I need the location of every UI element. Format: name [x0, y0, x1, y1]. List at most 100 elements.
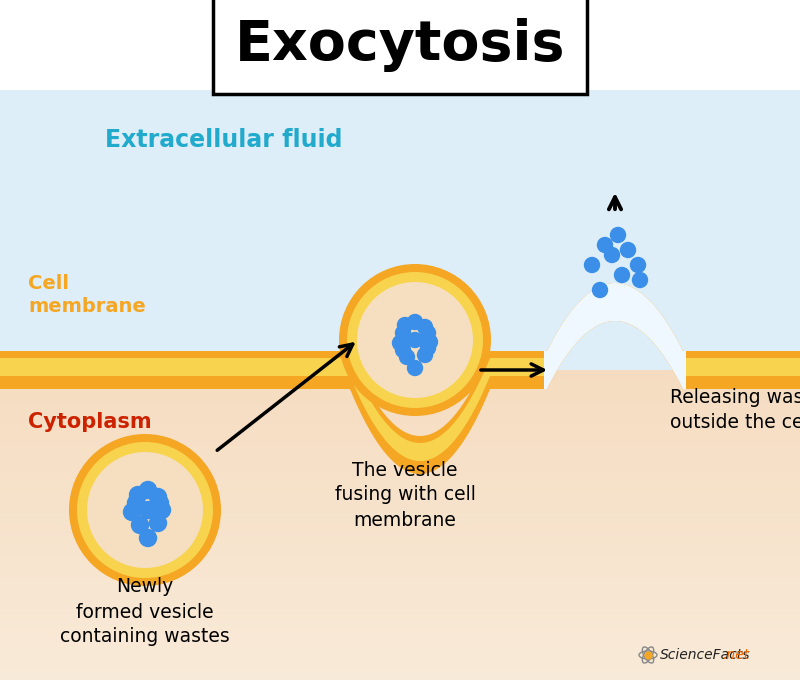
- Bar: [0, 549, 800, 551]
- Bar: [0, 613, 800, 615]
- Circle shape: [605, 248, 619, 262]
- Bar: [0, 545, 800, 547]
- Bar: [0, 379, 800, 381]
- Bar: [0, 668, 800, 670]
- Bar: [0, 522, 800, 524]
- Bar: [0, 624, 800, 626]
- Bar: [0, 670, 800, 673]
- Circle shape: [610, 228, 626, 243]
- Bar: [0, 443, 800, 445]
- Bar: [0, 644, 800, 646]
- Bar: [0, 488, 800, 490]
- Bar: [0, 593, 800, 595]
- Bar: [0, 456, 800, 458]
- Bar: [0, 540, 800, 542]
- Circle shape: [598, 237, 613, 252]
- Bar: [0, 397, 800, 399]
- Bar: [0, 569, 800, 571]
- Bar: [0, 649, 800, 651]
- Bar: [0, 656, 800, 658]
- Text: Cell
membrane: Cell membrane: [28, 274, 146, 316]
- Circle shape: [139, 530, 157, 547]
- Bar: [0, 643, 800, 645]
- Bar: [0, 478, 800, 480]
- Bar: [0, 658, 800, 660]
- Bar: [0, 498, 800, 500]
- Circle shape: [399, 350, 414, 364]
- Bar: [0, 496, 800, 498]
- Bar: [0, 666, 800, 668]
- Circle shape: [339, 264, 491, 416]
- Bar: [0, 641, 800, 643]
- Bar: [0, 672, 800, 674]
- Circle shape: [69, 434, 221, 586]
- Text: Extracellular fluid: Extracellular fluid: [105, 128, 342, 152]
- Bar: [0, 677, 800, 679]
- Bar: [0, 543, 800, 545]
- Bar: [0, 594, 800, 596]
- Bar: [0, 524, 800, 526]
- Bar: [0, 557, 800, 559]
- Bar: [0, 475, 800, 477]
- Bar: [0, 532, 800, 534]
- Bar: [0, 661, 800, 663]
- Polygon shape: [544, 283, 686, 389]
- Bar: [0, 509, 800, 511]
- Bar: [0, 611, 800, 613]
- Bar: [0, 371, 800, 373]
- Bar: [0, 558, 800, 560]
- Bar: [0, 615, 800, 617]
- Circle shape: [130, 486, 146, 503]
- Circle shape: [347, 272, 483, 408]
- Bar: [0, 505, 800, 507]
- Bar: [0, 472, 800, 474]
- Bar: [0, 599, 800, 601]
- Circle shape: [398, 318, 413, 333]
- Bar: [0, 422, 800, 424]
- Bar: [0, 653, 800, 656]
- Bar: [0, 630, 800, 632]
- Bar: [0, 471, 800, 473]
- Bar: [0, 573, 800, 575]
- Circle shape: [407, 314, 422, 330]
- Bar: [0, 450, 800, 452]
- Bar: [0, 490, 800, 492]
- Bar: [0, 495, 800, 497]
- Bar: [0, 0, 800, 90]
- Bar: [0, 460, 800, 462]
- Bar: [0, 608, 800, 610]
- Bar: [0, 602, 800, 604]
- Text: The vesicle
fusing with cell
membrane: The vesicle fusing with cell membrane: [334, 460, 475, 530]
- Circle shape: [418, 320, 433, 335]
- Bar: [0, 382, 800, 384]
- Bar: [0, 385, 800, 387]
- Circle shape: [407, 333, 422, 347]
- Bar: [0, 528, 800, 530]
- Bar: [0, 483, 800, 485]
- Bar: [0, 616, 800, 618]
- Bar: [0, 596, 800, 598]
- Bar: [0, 639, 800, 641]
- Circle shape: [593, 282, 607, 298]
- Bar: [0, 511, 800, 513]
- Bar: [0, 467, 800, 469]
- Bar: [0, 477, 800, 479]
- Circle shape: [393, 335, 407, 350]
- Bar: [0, 377, 800, 379]
- Bar: [0, 414, 800, 416]
- Bar: [0, 428, 800, 430]
- Circle shape: [123, 503, 141, 520]
- Bar: [0, 619, 800, 621]
- Bar: [0, 390, 800, 392]
- Bar: [0, 375, 800, 378]
- Bar: [0, 523, 800, 525]
- Bar: [0, 633, 800, 635]
- Bar: [0, 579, 800, 581]
- Bar: [0, 556, 800, 558]
- Bar: [0, 435, 800, 437]
- Bar: [0, 513, 800, 515]
- Bar: [0, 580, 800, 582]
- Bar: [0, 526, 800, 528]
- Bar: [0, 447, 800, 449]
- Bar: [0, 486, 800, 488]
